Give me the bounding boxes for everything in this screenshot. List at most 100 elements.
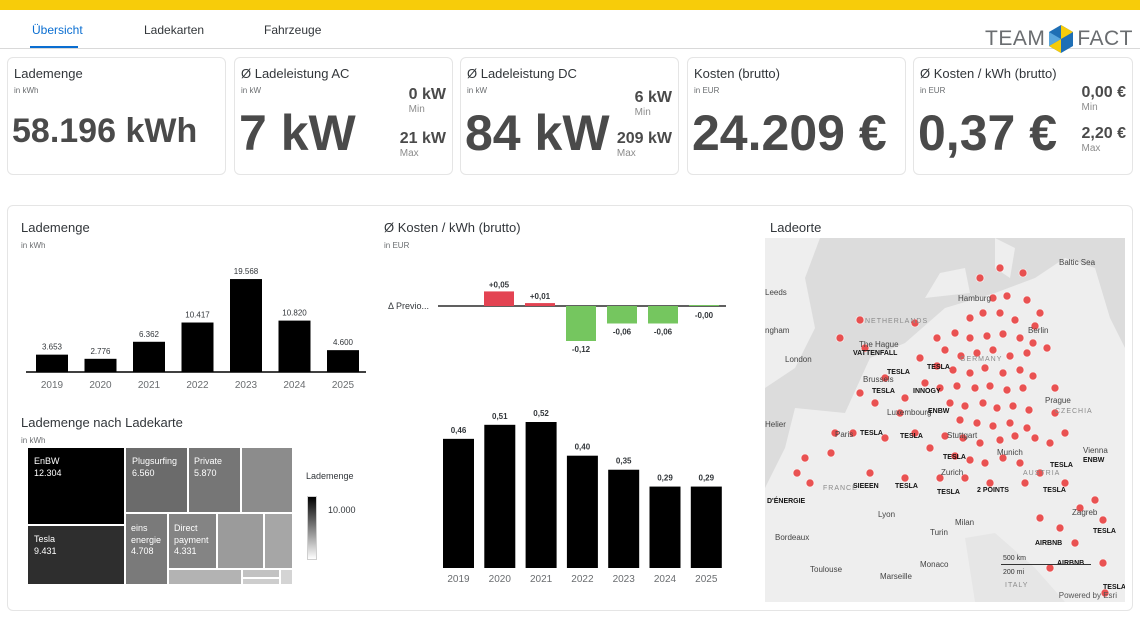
charging-location-dot[interactable] xyxy=(1100,588,1110,598)
charging-location-dot[interactable] xyxy=(960,401,970,411)
charging-location-dot[interactable] xyxy=(982,331,992,341)
bar-lademenge-2024[interactable] xyxy=(278,320,311,372)
ladeorte-map[interactable]: Leeds ngham London Helier Paris Bordeaux Toulo… xyxy=(765,238,1125,602)
treemap-tile[interactable] xyxy=(265,514,292,568)
charging-location-dot[interactable] xyxy=(975,273,985,283)
charging-location-dot[interactable] xyxy=(988,345,998,355)
charging-location-dot[interactable] xyxy=(972,418,982,428)
kpi-card-ladeleistung-dc[interactable]: Ø Ladeleistung DC in kW 84 kW 6 kW Min 2… xyxy=(460,57,679,175)
charging-location-dot[interactable] xyxy=(1018,383,1028,393)
bar-kosten-2023[interactable] xyxy=(608,469,640,568)
charging-location-dot[interactable] xyxy=(935,383,945,393)
charging-location-dot[interactable] xyxy=(1035,468,1045,478)
kpi-card-kosten-pro-kwh[interactable]: Ø Kosten / kWh (brutto) in EUR 0,37 € 0,… xyxy=(913,57,1133,175)
charging-location-dot[interactable] xyxy=(965,313,975,323)
charging-location-dot[interactable] xyxy=(915,353,925,363)
charging-location-dot[interactable] xyxy=(1010,315,1020,325)
delta-bar[interactable] xyxy=(689,305,719,306)
charging-location-dot[interactable] xyxy=(870,398,880,408)
charging-location-dot[interactable] xyxy=(1010,431,1020,441)
charging-location-dot[interactable] xyxy=(1015,458,1025,468)
bar-kosten-2022[interactable] xyxy=(566,455,598,568)
charging-location-dot[interactable] xyxy=(855,315,865,325)
charging-location-dot[interactable] xyxy=(1008,401,1018,411)
charging-location-dot[interactable] xyxy=(1075,503,1085,513)
treemap-tile[interactable] xyxy=(281,570,292,584)
charging-location-dot[interactable] xyxy=(1018,268,1028,278)
charging-location-dot[interactable] xyxy=(935,473,945,483)
charging-location-dot[interactable] xyxy=(965,368,975,378)
charging-location-dot[interactable] xyxy=(910,318,920,328)
charging-location-dot[interactable] xyxy=(792,468,802,478)
charging-location-dot[interactable] xyxy=(985,381,995,391)
charging-location-dot[interactable] xyxy=(835,333,845,343)
charging-location-dot[interactable] xyxy=(978,308,988,318)
treemap-tile[interactable] xyxy=(243,570,279,577)
delta-bar[interactable] xyxy=(525,303,555,306)
charging-location-dot[interactable] xyxy=(1020,478,1030,488)
charging-location-dot[interactable] xyxy=(895,408,905,418)
treemap-tile[interactable] xyxy=(218,514,263,568)
bar-lademenge-2023[interactable] xyxy=(230,279,262,372)
charging-location-dot[interactable] xyxy=(958,433,968,443)
charging-location-dot[interactable] xyxy=(826,448,836,458)
charging-location-dot[interactable] xyxy=(970,383,980,393)
charging-location-dot[interactable] xyxy=(900,393,910,403)
charging-location-dot[interactable] xyxy=(880,373,890,383)
charging-location-dot[interactable] xyxy=(995,308,1005,318)
charging-location-dot[interactable] xyxy=(940,345,950,355)
treemap-tile[interactable] xyxy=(242,448,292,512)
bar-kosten-2019[interactable] xyxy=(443,438,474,568)
treemap-tile-private[interactable]: Private 5.870 xyxy=(189,448,240,512)
charging-location-dot[interactable] xyxy=(1022,348,1032,358)
charging-location-dot[interactable] xyxy=(950,451,960,461)
charging-location-dot[interactable] xyxy=(1005,418,1015,428)
treemap-tile[interactable] xyxy=(169,570,241,584)
charging-location-dot[interactable] xyxy=(1055,523,1065,533)
charging-location-dot[interactable] xyxy=(830,428,840,438)
charging-location-dot[interactable] xyxy=(998,453,1008,463)
charging-location-dot[interactable] xyxy=(1060,428,1070,438)
delta-bar[interactable] xyxy=(566,306,596,341)
charging-location-dot[interactable] xyxy=(1002,291,1012,301)
charging-location-dot[interactable] xyxy=(1042,343,1052,353)
charging-location-dot[interactable] xyxy=(956,351,966,361)
charging-location-dot[interactable] xyxy=(1022,295,1032,305)
charging-location-dot[interactable] xyxy=(988,421,998,431)
charging-location-dot[interactable] xyxy=(1024,405,1034,415)
tab-uebersicht[interactable]: Übersicht xyxy=(32,23,83,37)
treemap-tile-eins-energie[interactable]: eins energie 4.708 xyxy=(126,514,167,584)
treemap-tile-plugsurfing[interactable]: Plugsurfing 6.560 xyxy=(126,448,187,512)
charging-location-dot[interactable] xyxy=(1015,365,1025,375)
charging-location-dot[interactable] xyxy=(880,433,890,443)
bar-kosten-2024[interactable] xyxy=(649,486,681,568)
charging-location-dot[interactable] xyxy=(1002,385,1012,395)
bar-kosten-2020[interactable] xyxy=(484,424,516,568)
charging-location-dot[interactable] xyxy=(848,428,858,438)
charging-location-dot[interactable] xyxy=(980,363,990,373)
delta-bar[interactable] xyxy=(484,291,514,306)
treemap-tile-direct-payment[interactable]: Direct payment 4.331 xyxy=(169,514,216,568)
bar-lademenge-2025[interactable] xyxy=(327,350,359,372)
charging-location-dot[interactable] xyxy=(975,438,985,448)
charging-location-dot[interactable] xyxy=(955,415,965,425)
charging-location-dot[interactable] xyxy=(925,443,935,453)
charging-location-dot[interactable] xyxy=(952,381,962,391)
charging-location-dot[interactable] xyxy=(965,455,975,465)
charging-location-dot[interactable] xyxy=(1028,371,1038,381)
bar-kosten-2025[interactable] xyxy=(690,486,722,568)
kosten-bar-chart[interactable]: 0,46 2019 0,51 2020 0,52 2021 0,40 2022 0,35 2023… xyxy=(430,400,730,595)
charging-location-dot[interactable] xyxy=(965,333,975,343)
charging-location-dot[interactable] xyxy=(945,398,955,408)
bar-lademenge-2020[interactable] xyxy=(84,358,117,372)
kpi-card-kosten[interactable]: Kosten (brutto) in EUR 24.209 € xyxy=(687,57,906,175)
charging-location-dot[interactable] xyxy=(1028,338,1038,348)
delta-bar[interactable] xyxy=(607,306,637,324)
charging-location-dot[interactable] xyxy=(1030,433,1040,443)
charging-location-dot[interactable] xyxy=(1098,558,1108,568)
charging-location-dot[interactable] xyxy=(998,329,1008,339)
bar-lademenge-2021[interactable] xyxy=(133,341,165,372)
charging-location-dot[interactable] xyxy=(920,378,930,388)
charging-location-dot[interactable] xyxy=(900,473,910,483)
charging-location-dot[interactable] xyxy=(800,453,810,463)
